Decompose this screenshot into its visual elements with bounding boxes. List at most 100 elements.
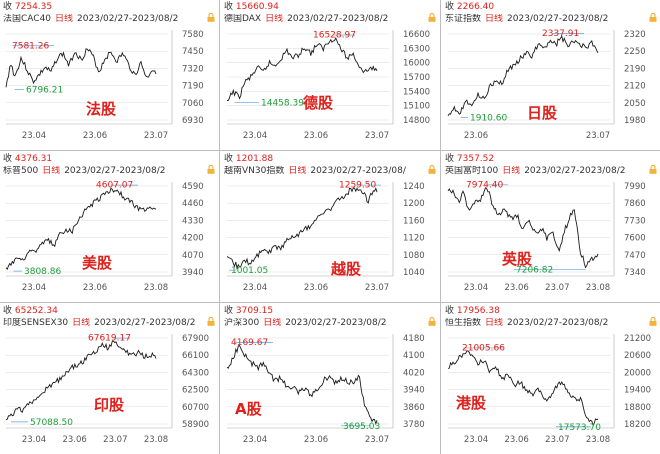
y-tick-label: 4100 <box>403 351 425 361</box>
lock-icon[interactable] <box>207 317 215 326</box>
y-tick-label: 4200 <box>182 234 204 244</box>
price-line[interactable] <box>226 187 378 270</box>
x-tick-label: 23.07 <box>365 283 389 293</box>
price-line[interactable] <box>447 350 599 426</box>
period-label: 日线 <box>55 14 74 24</box>
panel-header-close: 收 7254.35 <box>3 2 52 13</box>
lock-icon[interactable] <box>428 317 436 326</box>
y-tick-label: 16000 <box>403 59 430 69</box>
y-tick-label: 4070 <box>182 251 204 261</box>
lock-icon[interactable] <box>207 13 215 22</box>
y-tick-label: 4460 <box>182 199 204 209</box>
market-watermark: 德股 <box>303 94 334 112</box>
price-line[interactable] <box>5 340 157 421</box>
price-line[interactable] <box>447 187 599 269</box>
panel-header-info: 法国CAC40 日线 2023/02/27-2023/08/2 <box>3 14 203 25</box>
price-chart[interactable]: 1240 1200 1160 1120 1080 1040 23.04 23.06 23.07 1… <box>221 178 439 301</box>
close-value: 15660.94 <box>235 2 279 12</box>
y-tick-label: 66100 <box>182 351 209 361</box>
y-tick-label: 3940 <box>403 386 425 396</box>
price-line[interactable] <box>226 344 378 426</box>
x-tick-label: 23.04 <box>22 435 46 445</box>
price-line[interactable] <box>5 187 157 270</box>
y-tick-label: 15400 <box>403 87 430 97</box>
y-tick-label: 19400 <box>624 386 651 396</box>
lock-icon[interactable] <box>649 317 657 326</box>
x-tick-label: 23.08 <box>586 435 610 445</box>
period-label: 日线 <box>72 318 91 328</box>
y-tick-label: 62500 <box>182 386 209 396</box>
date-range: 2023/02/27-2023/08/2 <box>507 318 609 328</box>
price-chart[interactable]: 21200 20600 20000 19400 18800 18200 23.04 23.06… <box>442 330 660 453</box>
y-tick-label: 7990 <box>624 182 646 192</box>
lock-icon[interactable] <box>649 13 657 22</box>
close-label: 收 <box>224 154 234 164</box>
panel-header-info: 越南VN30指数 日线 2023/02/27-2023/08/ <box>224 166 424 177</box>
panel-header-info: 印度SENSEX30 日线 2023/02/27-2023/08/2 <box>3 318 203 329</box>
price-chart[interactable]: 4590 4460 4330 4200 4070 3940 23.04 23.06 23.08 4… <box>0 178 218 301</box>
price-line[interactable] <box>5 48 157 88</box>
index-panel-topix[interactable]: 收 2266.40 东证指数 日线 2023/02/27-2023/08/2 232… <box>442 0 660 149</box>
index-panel-ftse100[interactable]: 收 7357.52 英国富时100 日线 2023/02/27-2023/08/2 … <box>442 152 660 301</box>
panel-header-close: 收 1201.88 <box>224 154 273 165</box>
y-tick-label: 1040 <box>403 268 425 278</box>
index-panel-csi300[interactable]: 收 3709.15 沪深300 日线 2023/02/27-2023/08/2 41… <box>221 304 439 453</box>
lock-icon[interactable] <box>428 13 436 22</box>
x-tick-label: 23.08 <box>586 283 610 293</box>
x-tick-label: 23.06 <box>304 435 328 445</box>
y-tick-label: 7580 <box>182 30 204 40</box>
market-watermark: 印股 <box>94 396 125 414</box>
x-tick-label: 23.07 <box>545 435 569 445</box>
panel-header-close: 收 4376.31 <box>3 154 52 165</box>
date-range: 2023/02/27-2023/08/2 <box>64 166 166 176</box>
index-panel-sp500[interactable]: 收 4376.31 标普500 日线 2023/02/27-2023/08/2 45… <box>0 152 218 301</box>
y-tick-label: 3780 <box>403 420 425 430</box>
price-chart[interactable]: 7580 7450 7320 7190 7060 6930 23.04 23.06 23.07 7… <box>0 26 218 149</box>
index-name: 恒生指数 <box>445 318 482 328</box>
max-label: 4169.67 <box>231 338 268 348</box>
x-tick-label: 23.06 <box>62 435 86 445</box>
price-line[interactable] <box>447 35 599 116</box>
date-range: 2023/02/27-2023/08/2 <box>285 318 387 328</box>
lock-icon[interactable] <box>649 165 657 174</box>
x-tick-label: 23.04 <box>22 283 46 293</box>
min-label: 3808.86 <box>24 267 61 277</box>
index-panel-vn30[interactable]: 收 1201.88 越南VN30指数 日线 2023/02/27-2023/08/ … <box>221 152 439 301</box>
x-tick-label: 23.07 <box>144 131 168 141</box>
price-chart[interactable]: 4180 4100 4020 3940 3860 3780 23.04 23.06 23.07 4… <box>221 330 439 453</box>
index-panel-sensex30[interactable]: 收 65252.34 印度SENSEX30 日线 2023/02/27-2023/0… <box>0 304 218 453</box>
min-label: 14458.39 <box>261 99 304 109</box>
y-tick-label: 7320 <box>182 64 204 74</box>
index-name: 标普500 <box>3 166 39 176</box>
price-chart[interactable]: 2320 2250 2190 2120 2050 1980 23.06 23.07 2337.9… <box>442 26 660 149</box>
index-panel-hsi[interactable]: 收 17956.38 恒生指数 日线 2023/02/27-2023/08/2 21… <box>442 304 660 453</box>
y-tick-label: 3940 <box>182 268 204 278</box>
y-tick-label: 60700 <box>182 403 209 413</box>
lock-icon[interactable] <box>207 165 215 174</box>
x-tick-label: 23.06 <box>504 435 528 445</box>
x-tick-label: 23.04 <box>243 435 267 445</box>
price-chart[interactable]: 7990 7860 7730 7600 7470 7340 23.04 23.06 23.07 2… <box>442 178 660 301</box>
x-tick-label: 23.07 <box>103 435 127 445</box>
period-label: 日线 <box>42 166 61 176</box>
price-chart[interactable]: 67900 66100 64300 62500 60700 58900 23.04 23.06… <box>0 330 218 453</box>
panel-header-close: 收 3709.15 <box>224 306 273 317</box>
price-line[interactable] <box>226 37 378 101</box>
close-label: 收 <box>3 2 13 12</box>
x-tick-label: 23.06 <box>504 283 528 293</box>
min-label: 17573.70 <box>558 423 601 433</box>
close-value: 65252.34 <box>14 306 58 316</box>
min-label: 6796.21 <box>26 85 63 95</box>
index-panel-dax[interactable]: 收 15660.94 德国DAX 日线 2023/02/27-2023/08/2 1… <box>221 0 439 149</box>
max-label: 67619.17 <box>88 334 131 344</box>
period-label: 日线 <box>265 14 284 24</box>
y-tick-label: 2190 <box>624 64 646 74</box>
market-watermark: 法股 <box>86 100 117 118</box>
max-label: 2337.91 <box>542 29 579 39</box>
max-label: 16528.97 <box>313 31 356 41</box>
period-label: 日线 <box>263 318 282 328</box>
y-tick-label: 7190 <box>182 82 204 92</box>
lock-icon[interactable] <box>428 165 436 174</box>
index-panel-cac40[interactable]: 收 7254.35 法国CAC40 日线 2023/02/27-2023/08/2 … <box>0 0 218 149</box>
price-chart[interactable]: 16600 16300 16000 15700 15400 15100 14800 23.04… <box>221 26 439 149</box>
